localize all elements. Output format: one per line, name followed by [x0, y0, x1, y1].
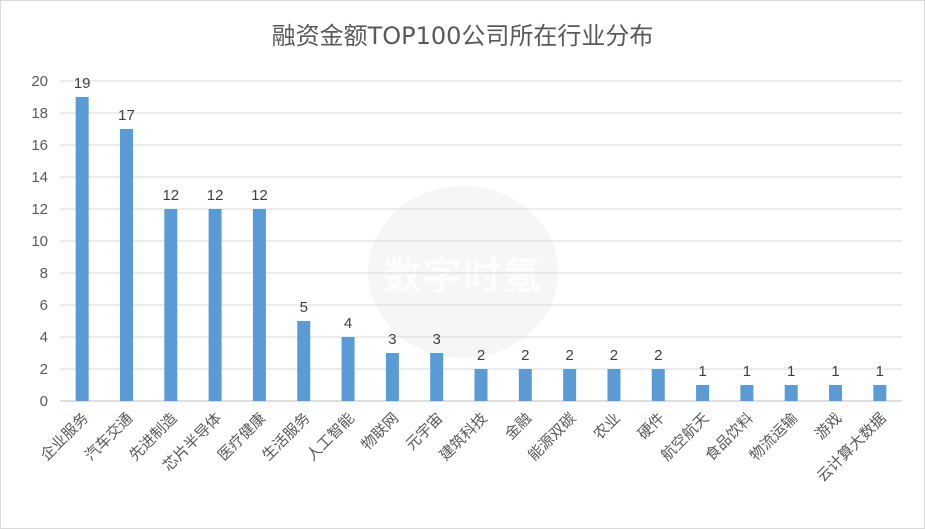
data-label: 2 — [610, 347, 618, 364]
x-tick-label: 硬件 — [634, 409, 668, 443]
bar — [119, 129, 133, 401]
y-tick-label: 12 — [31, 201, 48, 218]
bar — [518, 369, 532, 401]
y-tick-label: 8 — [40, 265, 48, 282]
data-label: 2 — [477, 347, 485, 364]
x-tick-label: 人工智能 — [303, 409, 358, 464]
bar — [873, 385, 887, 401]
x-tick-label: 游戏 — [811, 409, 845, 443]
y-tick-label: 10 — [31, 233, 48, 250]
bar — [385, 353, 399, 401]
data-label: 3 — [433, 331, 441, 348]
x-tick-label: 金融 — [501, 409, 535, 443]
bar — [252, 209, 266, 401]
data-label: 1 — [743, 363, 751, 380]
x-tick-label: 能源双碳 — [524, 409, 579, 464]
x-tick-label: 医疗健康 — [214, 409, 269, 464]
data-label: 1 — [876, 363, 884, 380]
x-tick-label: 物联网 — [358, 409, 403, 454]
y-tick-label: 16 — [31, 137, 48, 154]
bar — [297, 321, 311, 401]
data-label: 1 — [787, 363, 795, 380]
y-tick-label: 14 — [31, 169, 48, 186]
x-tick-label: 食品饮料 — [702, 409, 757, 464]
y-tick-label: 4 — [40, 329, 48, 346]
x-tick-label: 建筑科技 — [436, 409, 491, 464]
bar — [75, 97, 89, 401]
x-tick-label: 汽车交通 — [81, 409, 136, 464]
y-tick-label: 6 — [40, 297, 48, 314]
bar — [563, 369, 577, 401]
data-label: 3 — [388, 331, 396, 348]
bar — [164, 209, 178, 401]
data-label: 12 — [251, 187, 268, 204]
data-label: 1 — [831, 363, 839, 380]
bar — [341, 337, 355, 401]
data-label: 4 — [344, 315, 352, 332]
y-tick-label: 2 — [40, 361, 48, 378]
bar — [208, 209, 222, 401]
bar — [829, 385, 843, 401]
data-label: 2 — [521, 347, 529, 364]
x-tick-label: 农业 — [590, 409, 624, 443]
bar — [784, 385, 798, 401]
x-tick-label: 物流运输 — [746, 409, 801, 464]
bar — [430, 353, 444, 401]
bar — [607, 369, 621, 401]
data-label: 2 — [565, 347, 573, 364]
bar — [696, 385, 710, 401]
x-tick-label: 企业服务 — [37, 409, 92, 464]
bar — [651, 369, 665, 401]
data-label: 19 — [74, 75, 91, 92]
bar — [474, 369, 488, 401]
data-label: 2 — [654, 347, 662, 364]
watermark-logo: 数字时氪 — [368, 186, 558, 358]
y-tick-label: 20 — [31, 73, 48, 90]
y-tick-label: 0 — [40, 393, 48, 410]
data-label: 5 — [300, 299, 308, 316]
y-tick-label: 18 — [31, 105, 48, 122]
chart-title: 融资金额TOP100公司所在行业分布 — [271, 22, 654, 50]
data-label: 1 — [698, 363, 706, 380]
x-tick-label: 航空航天 — [657, 409, 712, 464]
data-label: 12 — [162, 187, 179, 204]
data-label: 12 — [207, 187, 224, 204]
data-label: 17 — [118, 107, 135, 124]
bar — [740, 385, 754, 401]
x-tick-label: 生活服务 — [258, 409, 313, 464]
